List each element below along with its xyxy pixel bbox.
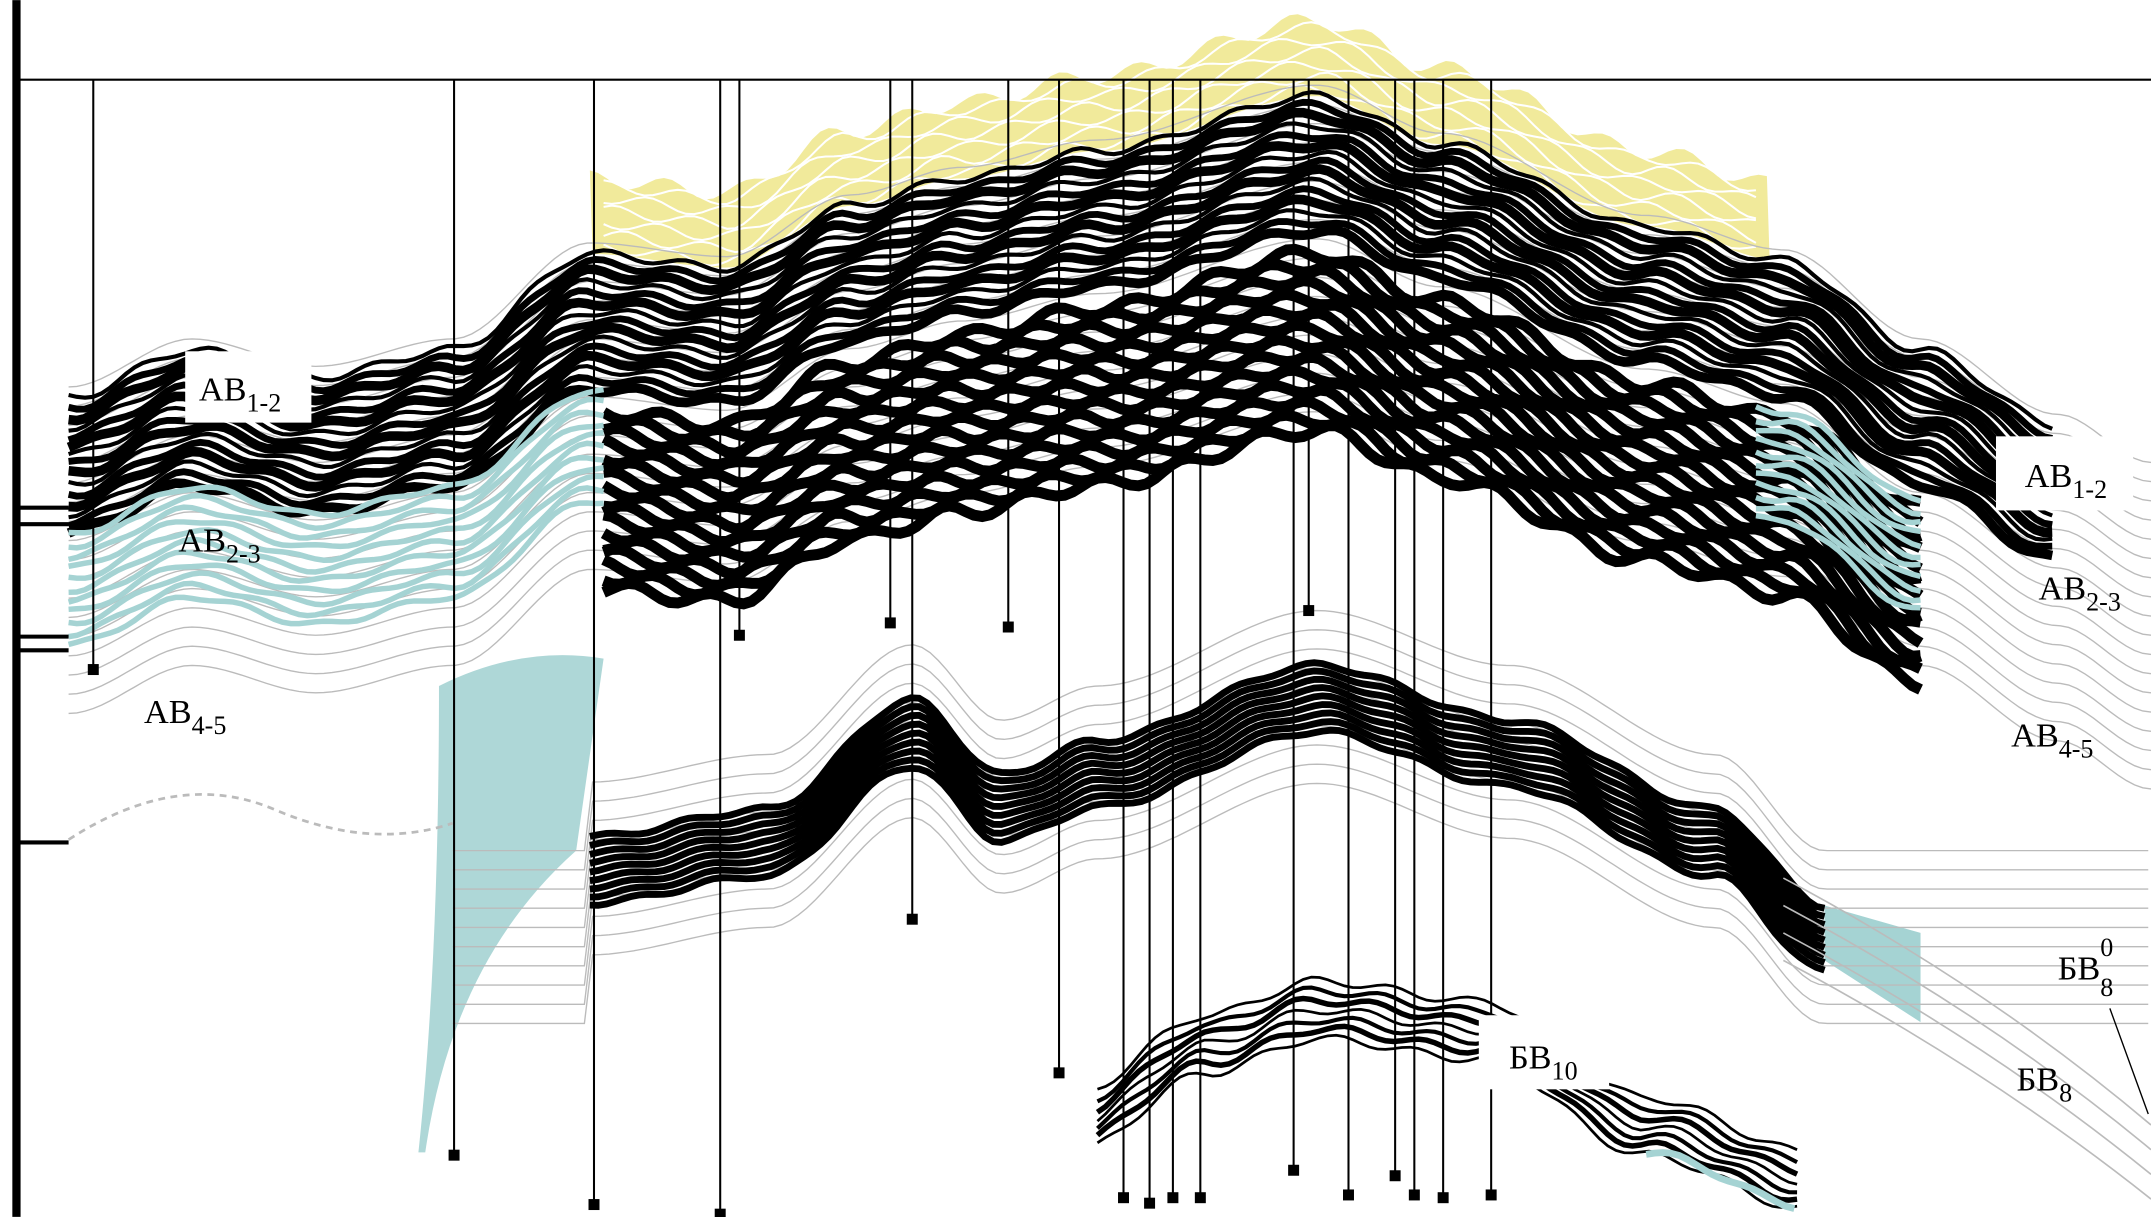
label-base: АВ	[2039, 570, 2087, 608]
label-sub: 1-2	[247, 389, 282, 418]
label-base: БВ	[2017, 1061, 2060, 1099]
well-bottom	[1118, 1192, 1129, 1203]
well-bottom	[1288, 1165, 1299, 1176]
well-bottom	[449, 1150, 460, 1161]
well-bottom	[1003, 622, 1014, 633]
label-base: АВ	[199, 371, 247, 409]
label-sub: 2-3	[2086, 588, 2121, 617]
label-base: АВ	[2025, 457, 2073, 495]
well-bottom	[88, 664, 99, 675]
well-bottom	[1303, 605, 1314, 616]
well-bottom	[715, 1209, 726, 1217]
well-bottom	[1195, 1192, 1206, 1203]
label-base: АВ	[144, 693, 192, 731]
well-bottom	[734, 630, 745, 641]
well-bottom	[1054, 1067, 1065, 1078]
label-sub: 8	[2100, 973, 2113, 1002]
well-bottom	[1343, 1189, 1354, 1200]
label-sub: 2-3	[226, 540, 261, 569]
label-base: БВ	[2058, 950, 2101, 988]
well-bottom	[1144, 1198, 1155, 1209]
label-sub: 1-2	[2072, 475, 2107, 504]
label-sub: 4-5	[2059, 734, 2094, 763]
label-base: АВ	[2011, 716, 2059, 754]
label-base: АВ	[178, 522, 226, 560]
well-bottom	[1438, 1192, 1449, 1203]
label-sub: 8	[2059, 1079, 2072, 1108]
well-bottom	[1167, 1192, 1178, 1203]
label-base: БВ	[1509, 1039, 1552, 1077]
label-sub: 10	[1552, 1057, 1578, 1086]
well-bottom	[885, 617, 896, 628]
label-sup: 0	[2100, 933, 2113, 962]
label-sub: 4-5	[192, 711, 227, 740]
well-bottom	[589, 1199, 600, 1210]
well-bottom	[1390, 1170, 1401, 1181]
well-bottom	[1409, 1189, 1420, 1200]
well-bottom	[1486, 1189, 1497, 1200]
well-bottom	[907, 914, 918, 925]
page: АВ1-2 АВ2-3 АВ4-5 АВ1-2 АВ2-3 АВ4-5 БВ10…	[0, 0, 2151, 1217]
cross-section: АВ1-2 АВ2-3 АВ4-5 АВ1-2 АВ2-3 АВ4-5 БВ10…	[0, 0, 2151, 1217]
